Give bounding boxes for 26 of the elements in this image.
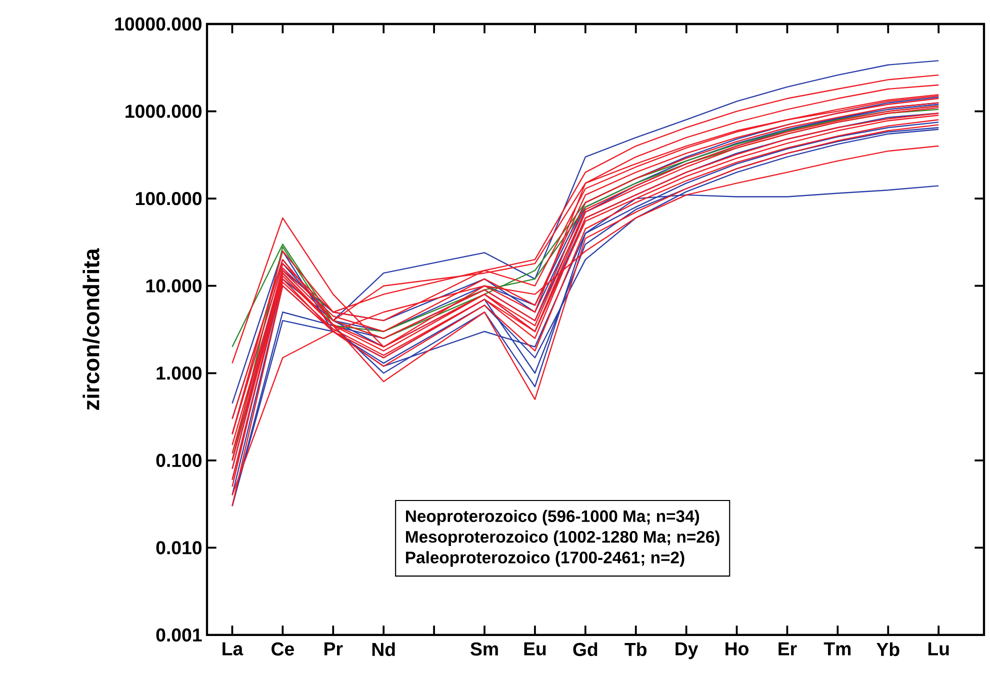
y-tick-label: 1.000 (156, 366, 202, 380)
x-tick-label: Dy (676, 642, 698, 660)
x-tick-label: Ho (726, 642, 748, 656)
x-tick-label: Er (778, 642, 797, 656)
annotation: Paleoproterozoico (1700-2461; n=2) (406, 551, 684, 567)
y-tick-label: 100.000 (136, 192, 202, 206)
x-tick-label: Tm (824, 642, 851, 656)
y-tick-label: 0.010 (156, 541, 202, 554)
y-tick-label: 0.001 (156, 628, 202, 642)
y-tick-label: 10000.000 (115, 17, 202, 31)
x-tick-label: Lu (928, 642, 949, 656)
y-tick-label: 1000.000 (126, 104, 202, 118)
annotation: Mesoproterozoico (1002-1280 Ma; n=26) (406, 530, 720, 546)
x-tick-label: Yb (876, 642, 900, 656)
x-tick-label: Tb (624, 642, 647, 656)
x-tick-label: Gd (573, 642, 598, 656)
x-tick-label: Pr (324, 642, 343, 656)
y-tick-label: 10.000 (146, 279, 202, 292)
x-tick-label: Ce (272, 642, 294, 656)
x-tick-label: La (222, 642, 244, 656)
y-tick-label: 0.100 (156, 454, 202, 468)
x-tick-label: Sm (470, 642, 498, 656)
y-axis-title: zircon/condrita (82, 248, 100, 410)
x-tick-label: Nd (372, 642, 395, 656)
annotation: Neoproterozoico (596-1000 Ma; n=34) (406, 510, 700, 526)
x-tick-label: Eu (524, 642, 546, 656)
